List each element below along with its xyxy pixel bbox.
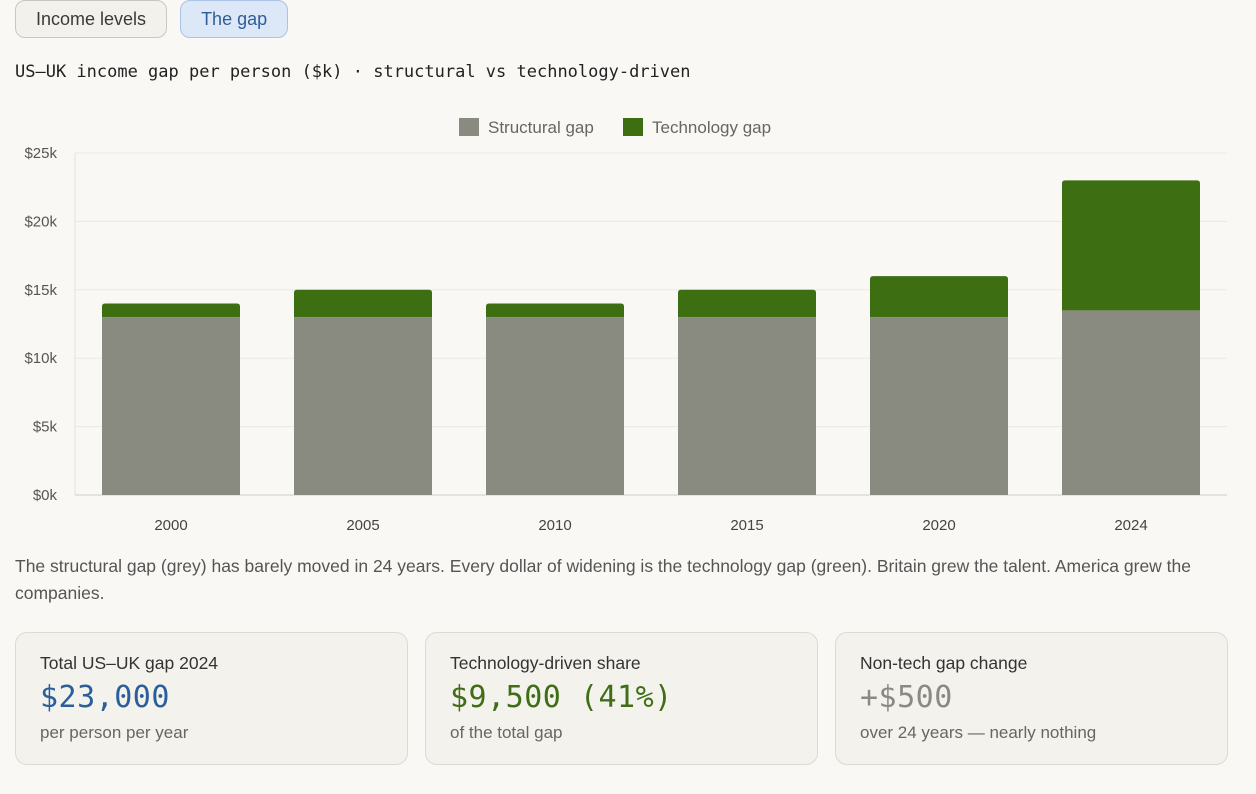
- bar-structural-gap-2024: [1062, 310, 1200, 495]
- x-tick-label: 2005: [346, 517, 379, 534]
- legend-label: Structural gap: [488, 118, 594, 137]
- stat-card-tech-share: Technology-driven share $9,500 (41%) of …: [425, 632, 818, 765]
- view-tabs: Income levels The gap: [15, 0, 289, 38]
- chart-subtitle: US–UK income gap per person ($k) · struc…: [15, 62, 691, 82]
- y-tick-label: $10k: [24, 350, 57, 367]
- legend-swatch-structural: [459, 118, 479, 136]
- x-tick-label: 2020: [922, 517, 955, 534]
- stat-cards: Total US–UK gap 2024 $23,000 per person …: [15, 632, 1228, 765]
- y-tick-label: $25k: [24, 145, 57, 162]
- stat-sub: over 24 years — nearly nothing: [860, 723, 1097, 742]
- stat-value: +$500: [860, 680, 953, 715]
- stat-label: Total US–UK gap 2024: [40, 653, 219, 673]
- tab-income-levels[interactable]: Income levels: [15, 0, 168, 38]
- stat-sub: per person per year: [40, 723, 189, 742]
- stat-value: $9,500 (41%): [450, 680, 673, 715]
- bar-technology-gap-2010: [486, 303, 624, 318]
- bar-technology-gap-2005: [294, 289, 432, 318]
- y-tick-label: $5k: [33, 419, 58, 436]
- bar-technology-gap-2000: [102, 303, 240, 318]
- y-tick-label: $0k: [33, 487, 58, 504]
- bar-technology-gap-2015: [678, 289, 816, 318]
- bar-structural-gap-2015: [678, 317, 816, 495]
- stat-value: $23,000: [40, 680, 170, 715]
- x-tick-label: 2000: [154, 517, 187, 534]
- bar-structural-gap-2010: [486, 317, 624, 495]
- x-tick-label: 2015: [730, 517, 763, 534]
- legend-swatch-technology: [623, 118, 643, 136]
- legend-label: Technology gap: [652, 118, 771, 137]
- bar-structural-gap-2000: [102, 317, 240, 495]
- bar-structural-gap-2020: [870, 317, 1008, 495]
- x-tick-label: 2024: [1114, 517, 1147, 534]
- bar-technology-gap-2020: [870, 276, 1008, 318]
- y-tick-label: $15k: [24, 282, 57, 299]
- stat-label: Technology-driven share: [450, 653, 641, 673]
- bar-structural-gap-2005: [294, 317, 432, 495]
- chart-caption: The structural gap (grey) has barely mov…: [15, 556, 1192, 603]
- x-tick-label: 2010: [538, 517, 571, 534]
- stat-card-nontech-change: Non-tech gap change +$500 over 24 years …: [835, 632, 1228, 765]
- stacked-bar-chart: $0k $5k $10k $15k $20k $25k 2000 2005 2010 2015 20…: [24, 118, 1227, 534]
- tab-the-gap[interactable]: The gap: [180, 0, 289, 38]
- stat-sub: of the total gap: [450, 723, 563, 742]
- stat-card-total-gap: Total US–UK gap 2024 $23,000 per person …: [15, 632, 408, 765]
- stat-label: Non-tech gap change: [860, 653, 1028, 673]
- bar-technology-gap-2024: [1062, 180, 1200, 311]
- y-tick-label: $20k: [24, 213, 57, 230]
